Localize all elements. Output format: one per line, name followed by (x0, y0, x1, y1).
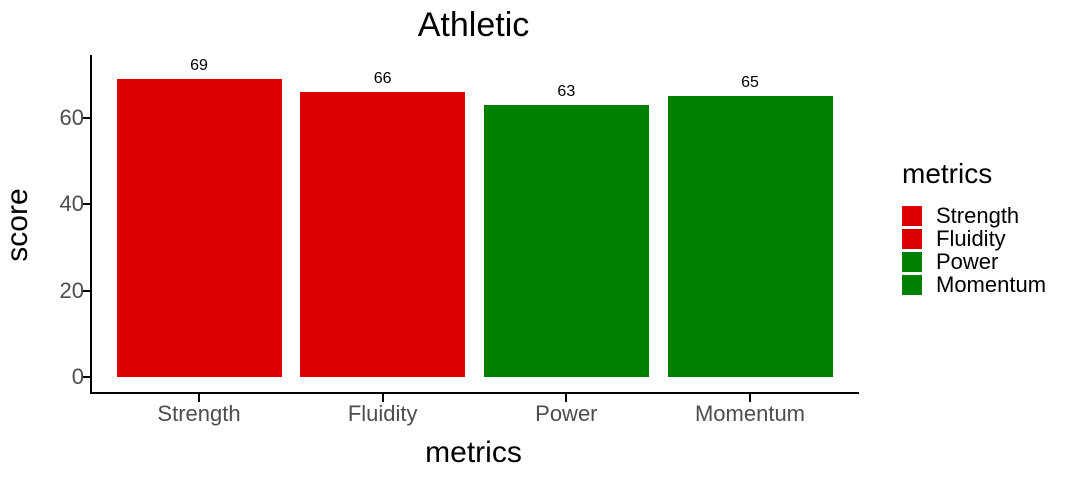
plot-panel: 69 Strength 66 Fluidity 63 Power 65 Momentum 0 20… (60, 55, 859, 426)
x-axis-title: metrics (425, 436, 522, 469)
x-tick-label-fluidity: Fluidity (347, 401, 418, 426)
legend-title: metrics (902, 158, 993, 189)
legend-key-swatch-power (902, 251, 922, 272)
y-axis-title: score (1, 188, 34, 262)
legend-label-strength: Strength (936, 203, 1020, 228)
y-tick-label-0: 0 (71, 364, 84, 389)
y-tick-label-20: 20 (59, 277, 84, 303)
legend-label-momentum: Momentum (936, 272, 1047, 297)
legend-label-fluidity: Fluidity (936, 226, 1006, 251)
x-tick-label-momentum: Momentum (694, 401, 806, 426)
legend-key-swatch-momentum (902, 274, 922, 295)
bar-value-label-power: 63 (557, 83, 576, 101)
legend-key-swatch-fluidity (902, 228, 922, 249)
bar-value-label-fluidity: 66 (373, 70, 392, 88)
y-tick-label-40: 40 (59, 191, 84, 217)
y-tick-mark-60 (82, 116, 90, 119)
x-tick-label-power: Power (535, 401, 598, 426)
x-tick-mark-momentum (749, 394, 751, 402)
x-tick-mark-fluidity (381, 394, 384, 402)
y-tick-mark-40 (82, 203, 90, 206)
legend-item-momentum: Momentum (902, 273, 1046, 296)
x-tick-label-strength: Strength (157, 401, 241, 426)
x-tick-mark-power (565, 394, 568, 402)
legend: metrics Strength Fluidity Power Momentum (902, 158, 1046, 296)
x-tick-mark-strength (198, 394, 200, 402)
legend-key-swatch-strength (902, 205, 922, 226)
bar-value-label-strength: 69 (190, 57, 208, 75)
bar-fluidity (300, 92, 466, 377)
legend-items: Strength Fluidity Power Momentum (902, 204, 1046, 296)
bar-momentum (667, 96, 833, 377)
bar-value-label-momentum: 65 (741, 74, 759, 92)
bar-strength (116, 79, 282, 377)
legend-item-power: Power (902, 250, 1046, 273)
legend-item-strength: Strength (902, 204, 1046, 227)
chart-title: Athletic (417, 6, 530, 44)
legend-item-fluidity: Fluidity (902, 227, 1046, 250)
y-tick-mark-20 (82, 289, 90, 292)
bar-power (483, 105, 649, 377)
y-tick-label-60: 60 (59, 104, 84, 130)
y-tick-mark-0 (82, 376, 90, 378)
legend-label-power: Power (936, 249, 999, 274)
